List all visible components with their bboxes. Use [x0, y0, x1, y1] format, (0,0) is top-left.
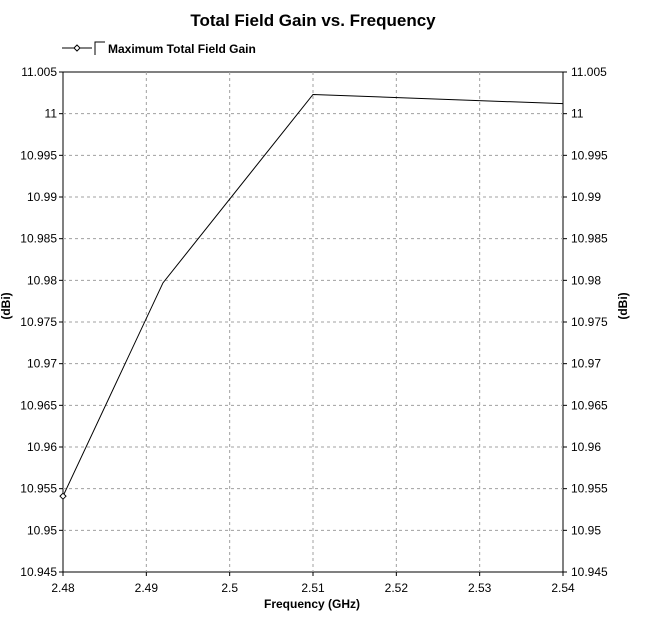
y-tick-label-right: 10.995 [571, 148, 608, 162]
y-tick-label-right: 11.005 [571, 65, 607, 79]
chart-title: Total Field Gain vs. Frequency [190, 11, 436, 30]
y-tick-label-left: 10.995 [20, 148, 57, 162]
x-tick-label: 2.53 [468, 581, 492, 595]
x-tick-label: 2.48 [51, 581, 75, 595]
y-tick-label-left: 10.955 [20, 482, 57, 496]
x-tick-label: 2.51 [301, 581, 325, 595]
y-tick-label-right: 10.945 [571, 565, 608, 579]
x-tick-label: 2.54 [551, 581, 575, 595]
y-tick-label-left: 10.95 [27, 523, 57, 537]
y-tick-label-right: 10.98 [571, 273, 601, 287]
y-axis-left: 11.005 11 10.995 10.99 10.985 10.98 10.975 10.9… [20, 65, 63, 579]
series-maximum-total-field-gain [59, 93, 564, 500]
x-tick-label: 2.49 [135, 581, 159, 595]
data-point-marker [59, 492, 67, 500]
y-tick-label-right: 10.95 [571, 523, 601, 537]
x-axis: 2.48 2.49 2.5 2.51 2.52 2.53 2.54 [51, 572, 575, 595]
y-tick-label-left: 10.98 [27, 273, 57, 287]
y-tick-label-right: 10.975 [571, 315, 608, 329]
y-tick-label-right: 10.955 [571, 482, 608, 496]
x-tick-label: 2.52 [385, 581, 409, 595]
legend-step-icon [94, 41, 105, 55]
y-tick-label-right: 11 [571, 107, 584, 121]
x-tick-label: 2.5 [221, 581, 238, 595]
legend-label: Maximum Total Field Gain [108, 42, 256, 56]
y-tick-label-right: 10.96 [571, 440, 601, 454]
y-tick-label-left: 10.96 [27, 440, 57, 454]
x-axis-label: Frequency (GHz) [264, 597, 360, 611]
y-tick-label-left: 11.005 [21, 65, 57, 79]
y-tick-label-left: 11 [45, 107, 58, 121]
y-tick-label-left: 10.99 [27, 190, 57, 204]
y-tick-label-right: 10.99 [571, 190, 601, 204]
y-axis-label-right: (dBi) [616, 292, 630, 319]
y-tick-label-left: 10.985 [20, 232, 57, 246]
legend: Maximum Total Field Gain [62, 41, 256, 56]
y-tick-label-right: 10.97 [571, 357, 601, 371]
legend-marker-icon [73, 44, 81, 52]
series-line [62, 93, 564, 497]
y-tick-label-left: 10.97 [27, 357, 57, 371]
y-axis-label-left: (dBi) [0, 292, 13, 319]
y-tick-label-left: 10.975 [20, 315, 57, 329]
y-tick-label-right: 10.985 [571, 232, 608, 246]
y-tick-label-left: 10.965 [20, 398, 57, 412]
y-axis-right: 11.005 11 10.995 10.99 10.985 10.98 10.975 10.9… [563, 65, 608, 579]
y-tick-label-right: 10.965 [571, 398, 608, 412]
gridlines [63, 72, 563, 572]
y-tick-label-left: 10.945 [20, 565, 57, 579]
